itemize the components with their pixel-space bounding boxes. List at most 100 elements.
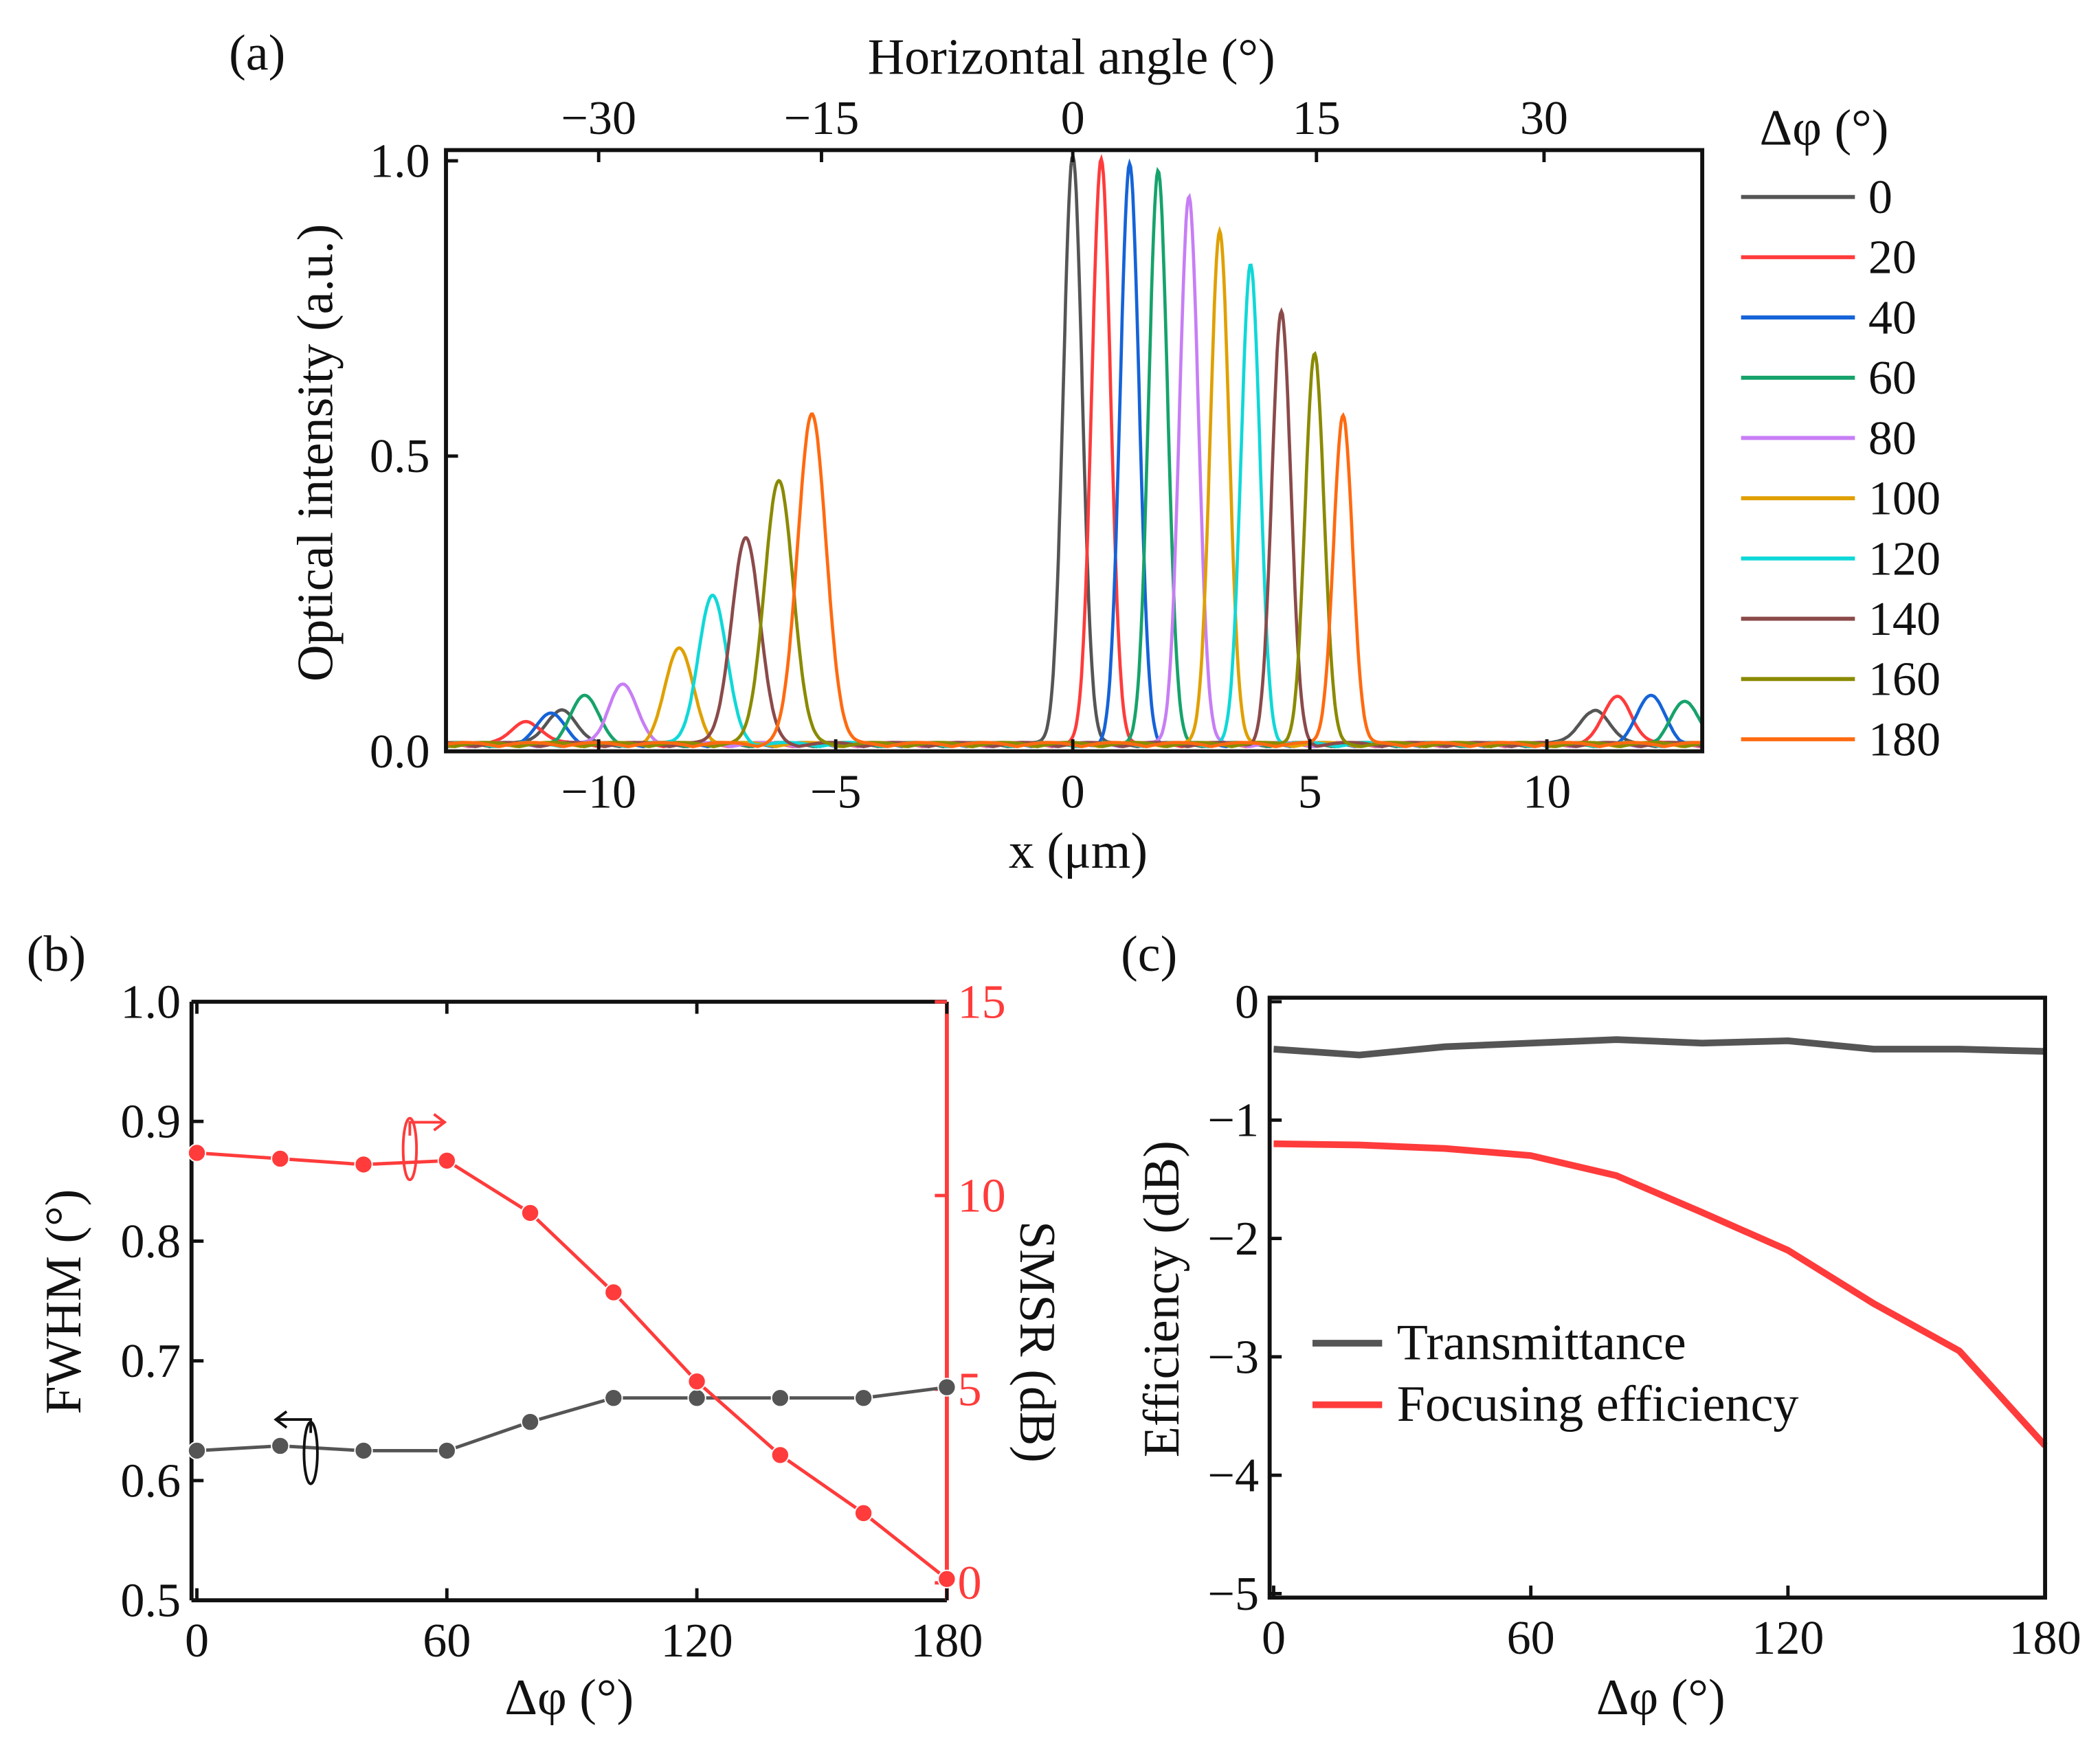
data-point-smsr xyxy=(604,1283,623,1302)
series-group-a xyxy=(446,152,1703,749)
plot-frame-c xyxy=(1267,996,2048,1600)
series-line-0 xyxy=(447,152,1703,749)
y2-tick-label: 10 xyxy=(958,1169,1006,1222)
y-tick-label: 0 xyxy=(1235,975,1259,1029)
panel-label-a: (a) xyxy=(229,25,285,82)
data-point-fwhm xyxy=(354,1441,373,1461)
x-tick-label: 180 xyxy=(2009,1611,2081,1665)
y-axis-title: FWHM (°) xyxy=(36,1189,92,1415)
x-tick-label: 120 xyxy=(660,1614,733,1667)
y-axis-title: Efficiency (dB) xyxy=(1134,1141,1190,1457)
x-tick-label: 0 xyxy=(1061,765,1085,818)
series-line-20 xyxy=(447,154,1703,749)
data-point-smsr xyxy=(687,1372,706,1391)
data-point-smsr xyxy=(271,1149,290,1169)
x-tick-label: 180 xyxy=(911,1614,983,1667)
x-axis-title: Δφ (°) xyxy=(504,1670,634,1726)
y-tick-label: −3 xyxy=(1207,1330,1259,1384)
legend-title: Δφ (°) xyxy=(1760,100,1889,157)
series-line-180 xyxy=(446,412,1703,749)
legend-label: 60 xyxy=(1868,351,1917,405)
x-axis-title: Δφ (°) xyxy=(1596,1670,1725,1726)
series-line-120 xyxy=(447,263,1703,749)
legend-label: 120 xyxy=(1868,532,1941,585)
y-tick-label: −5 xyxy=(1207,1567,1259,1621)
y-tick-label: −2 xyxy=(1207,1212,1259,1266)
y-tick-label: −4 xyxy=(1207,1449,1259,1503)
data-point-fwhm xyxy=(604,1389,623,1408)
y2-tick-label: 15 xyxy=(958,975,1006,1029)
data-point-fwhm xyxy=(437,1441,456,1461)
data-point-smsr xyxy=(853,1503,873,1523)
series-line-60 xyxy=(447,166,1703,749)
data-point-fwhm xyxy=(687,1389,706,1408)
y-tick-label: 0.6 xyxy=(120,1454,181,1507)
top-tick-label: 30 xyxy=(1520,91,1568,145)
data-point-fwhm xyxy=(853,1389,873,1408)
x-tick-label: 0 xyxy=(1262,1611,1286,1665)
data-point-smsr xyxy=(520,1203,540,1223)
y2-tick-label: 5 xyxy=(958,1362,982,1416)
top-tick-label: 15 xyxy=(1293,91,1341,145)
y-tick-label: 0.8 xyxy=(120,1215,181,1268)
plot-frame-a xyxy=(444,148,1705,754)
top-tick-label: 0 xyxy=(1061,91,1085,145)
series-line-160 xyxy=(447,350,1703,749)
legend-label: 20 xyxy=(1868,231,1917,284)
y-axis-title: Optical intensity (a.u.) xyxy=(287,224,344,682)
y-tick-label: −1 xyxy=(1207,1094,1259,1147)
legend-label: Transmittance xyxy=(1397,1314,1686,1371)
y-tick-label: 0.5 xyxy=(370,429,430,483)
right-axis-indicator-icon xyxy=(401,1116,418,1182)
x-tick-label: 120 xyxy=(1752,1611,1824,1665)
x-tick-label: −10 xyxy=(561,765,636,818)
x-tick-label: −5 xyxy=(810,765,862,818)
x-tick-label: 0 xyxy=(185,1614,209,1667)
legend-label: 100 xyxy=(1868,472,1941,526)
data-point-smsr xyxy=(770,1446,790,1465)
series-line-transmittance xyxy=(1273,1036,2046,1059)
x-tick-label: 60 xyxy=(1507,1611,1555,1665)
y2-tick-label: 0 xyxy=(958,1556,982,1610)
top-tick-label: −15 xyxy=(784,91,860,145)
x-tick-label: 10 xyxy=(1523,765,1571,818)
legend-label: 160 xyxy=(1868,653,1941,706)
data-point-smsr xyxy=(437,1151,456,1170)
data-point-fwhm xyxy=(770,1389,790,1408)
y2-axis-title: SMSR (dB) xyxy=(1009,1221,1065,1463)
series-line-100 xyxy=(447,225,1703,749)
data-point-fwhm xyxy=(271,1436,290,1456)
y-tick-label: 0.0 xyxy=(370,725,430,778)
y-tick-label: 1.0 xyxy=(120,975,181,1029)
top-axis-title: Horizontal angle (°) xyxy=(868,29,1275,85)
data-point-smsr xyxy=(354,1155,373,1174)
x-axis-title: x (μm) xyxy=(1009,823,1148,879)
series-line-40 xyxy=(446,158,1703,749)
panel-label-b: (b) xyxy=(27,926,86,982)
legend-label: Focusing efficiency xyxy=(1397,1376,1799,1433)
legend-label: 40 xyxy=(1868,291,1917,344)
data-point-smsr xyxy=(187,1143,207,1162)
y-tick-label: 0.7 xyxy=(120,1334,181,1388)
data-point-fwhm xyxy=(520,1412,540,1432)
panel-label-c: (c) xyxy=(1121,926,1177,982)
data-point-fwhm xyxy=(937,1378,957,1397)
top-tick-label: −30 xyxy=(561,91,636,145)
left-arrow-icon xyxy=(273,1410,313,1433)
series-line-focusing-efficiency xyxy=(1273,1140,2048,1448)
x-tick-label: 60 xyxy=(423,1614,471,1667)
legend-label: 0 xyxy=(1868,170,1892,224)
series-line-140 xyxy=(447,307,1703,749)
series-line-80 xyxy=(447,192,1703,749)
data-point-smsr xyxy=(937,1569,957,1588)
data-point-fwhm xyxy=(187,1441,207,1461)
series-line-fwhm xyxy=(197,1385,948,1452)
y-tick-label: 0.9 xyxy=(120,1095,181,1149)
legend-label: 80 xyxy=(1868,412,1917,465)
legend-label: 180 xyxy=(1868,712,1941,766)
x-tick-label: 5 xyxy=(1298,765,1322,818)
y-tick-label: 1.0 xyxy=(370,134,430,188)
legend-label: 140 xyxy=(1868,592,1941,646)
right-arrow-icon xyxy=(408,1113,447,1136)
